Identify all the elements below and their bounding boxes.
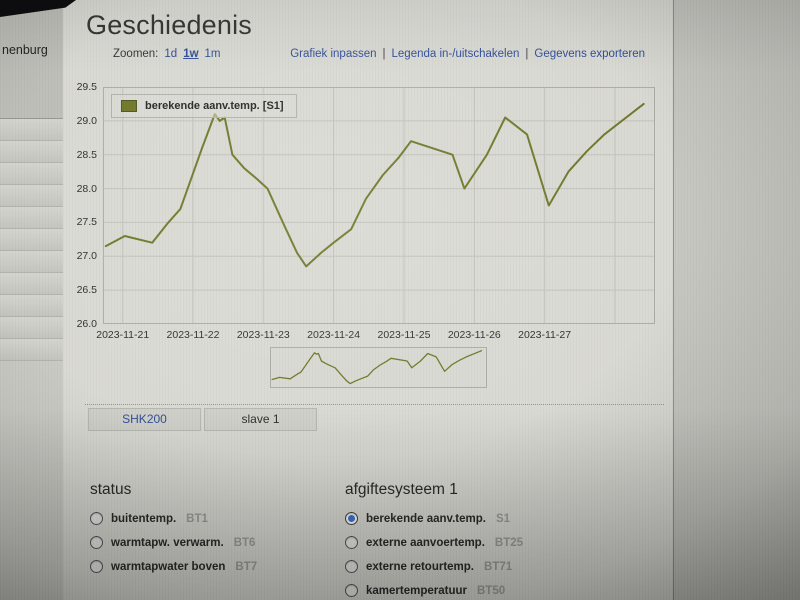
unit-tab-bar: SHK200 slave 1 [85, 404, 664, 431]
parameter-sections: status buitentemp. BT1 warmtapw. verwarm. BT… [63, 481, 673, 600]
tab-shk200[interactable]: SHK200 [88, 408, 201, 431]
y-axis-tick-label: 26.5 [76, 284, 97, 297]
radio-bt25[interactable] [345, 536, 358, 549]
option-label: berekende aanv.temp. [366, 512, 486, 525]
option-code: BT6 [233, 536, 256, 549]
radio-bt71[interactable] [345, 560, 358, 573]
y-axis-tick-label: 26.0 [76, 318, 97, 330]
sidebar-item-collapsed[interactable] [0, 317, 63, 339]
option-row-bt25[interactable]: externe aanvoertemp. BT25 [345, 536, 523, 549]
legend-series-label: berekende aanv.temp. [S1] [145, 100, 284, 112]
option-label: kamertemperatuur [366, 584, 467, 597]
sidebar-item-collapsed[interactable] [0, 119, 63, 141]
section-title: status [90, 481, 132, 498]
option-row-bt7[interactable]: warmtapwater boven BT7 [90, 560, 257, 573]
sidebar-item-collapsed[interactable] [0, 229, 63, 251]
x-axis-tick-label: 2023-11-23 [236, 329, 290, 341]
option-row-s1[interactable]: berekende aanv.temp. S1 [345, 512, 523, 525]
y-axis-tick-label: 29.0 [76, 114, 97, 127]
zoom-option-1w[interactable]: 1w [183, 48, 199, 60]
link-legenda-in-uitschakelen[interactable]: Legenda in-/uitschakelen [391, 48, 520, 60]
x-axis-tick-label: 2023-11-25 [377, 329, 431, 341]
content-panel: Geschiedenis Zoomen: 1d 1w 1m Grafiek inpas… [63, 0, 674, 600]
sidebar-item-label: nenburg [2, 43, 48, 57]
x-axis-tick-label: 2023-11-24 [307, 329, 361, 341]
option-label: warmtapwater boven [111, 560, 226, 573]
zoom-option-1d[interactable]: 1d [164, 48, 178, 60]
section-title: afgiftesysteem 1 [345, 481, 458, 498]
radio-bt7[interactable] [90, 560, 103, 573]
option-code: BT25 [494, 536, 524, 549]
option-label: buitentemp. [111, 512, 177, 525]
sidebar-item-collapsed[interactable] [0, 141, 63, 163]
option-row-bt1[interactable]: buitentemp. BT1 [90, 512, 257, 525]
sidebar-item-collapsed[interactable] [0, 273, 63, 295]
option-code: S1 [495, 512, 511, 525]
sidebar-item-collapsed[interactable] [0, 207, 63, 229]
option-label: externe aanvoertemp. [366, 536, 485, 549]
option-code: BT71 [484, 560, 513, 573]
chart-plot-area [103, 87, 655, 324]
radio-bt50[interactable] [345, 584, 358, 597]
chart-navigator[interactable] [270, 347, 487, 388]
link-grafiek-inpassen[interactable]: Grafiek inpassen [290, 48, 377, 60]
radio-s1[interactable] [345, 512, 358, 525]
radio-selected-dot [348, 515, 355, 522]
tab-slave-1[interactable]: slave 1 [204, 408, 317, 431]
y-axis-tick-label: 28.0 [76, 182, 97, 195]
section-afgiftesysteem-1: afgiftesysteem 1 berekende aanv.temp. S1 ex… [345, 481, 523, 600]
x-axis-tick-label: 2023-11-26 [447, 329, 501, 341]
x-axis-tick-label: 2023-11-21 [96, 329, 150, 341]
y-axis-tick-label: 27.5 [76, 216, 97, 229]
option-label: warmtapw. verwarm. [111, 536, 224, 549]
navigator-plot [271, 350, 483, 385]
sidebar-item-collapsed[interactable] [0, 163, 63, 185]
sidebar-item-collapsed[interactable] [0, 251, 63, 273]
section-status: status buitentemp. BT1 warmtapw. verwarm. BT… [90, 481, 257, 584]
link-separator: | [382, 48, 386, 60]
sidebar-item-collapsed[interactable] [0, 339, 63, 361]
option-row-bt50[interactable]: kamertemperatuur BT50 [345, 584, 523, 597]
y-axis-tick-label: 28.5 [76, 148, 97, 161]
zoom-label: Zoomen: [113, 48, 159, 60]
option-label: externe retourtemp. [366, 560, 475, 573]
sidebar-nav: nenburg [0, 6, 64, 600]
chart-legend[interactable]: berekende aanv.temp. [S1] [111, 94, 297, 118]
y-axis-tick-label: 29.5 [76, 81, 97, 93]
sidebar-item-list [0, 119, 63, 361]
y-axis: 26.0 26.5 27.0 27.5 28.0 28.5 29.0 29.5 [61, 81, 99, 330]
legend-swatch-icon [121, 100, 137, 112]
zoom-option-1m[interactable]: 1m [204, 48, 221, 60]
x-axis-tick-label: 2023-11-27 [518, 329, 572, 341]
radio-bt6[interactable] [90, 536, 103, 549]
chart-action-links: Grafiek inpassen | Legenda in-/uitschakele… [290, 48, 645, 60]
sidebar-item-collapsed[interactable] [0, 295, 63, 317]
page-title: Geschiedenis [86, 10, 252, 40]
option-code: BT7 [235, 560, 258, 573]
x-axis-tick-label: 2023-11-22 [166, 329, 220, 341]
y-axis-tick-label: 27.0 [76, 250, 97, 263]
option-row-bt6[interactable]: warmtapw. verwarm. BT6 [90, 536, 257, 549]
option-code: BT50 [476, 584, 506, 597]
link-gegevens-exporteren[interactable]: Gegevens exporteren [534, 48, 645, 60]
sidebar-item-selected[interactable]: nenburg [0, 6, 63, 119]
sidebar-item-collapsed[interactable] [0, 185, 63, 207]
history-chart: 26.0 26.5 27.0 27.5 28.0 28.5 29.0 29.5 2023-11… [77, 81, 655, 341]
x-axis: 2023-11-21 2023-11-22 2023-11-23 2023-11-24… [96, 329, 655, 343]
link-separator: | [525, 48, 529, 60]
radio-bt1[interactable] [90, 512, 103, 525]
option-row-bt71[interactable]: externe retourtemp. BT71 [345, 560, 523, 573]
option-code: BT1 [186, 512, 208, 525]
zoom-controls: Zoomen: 1d 1w 1m [113, 48, 221, 60]
